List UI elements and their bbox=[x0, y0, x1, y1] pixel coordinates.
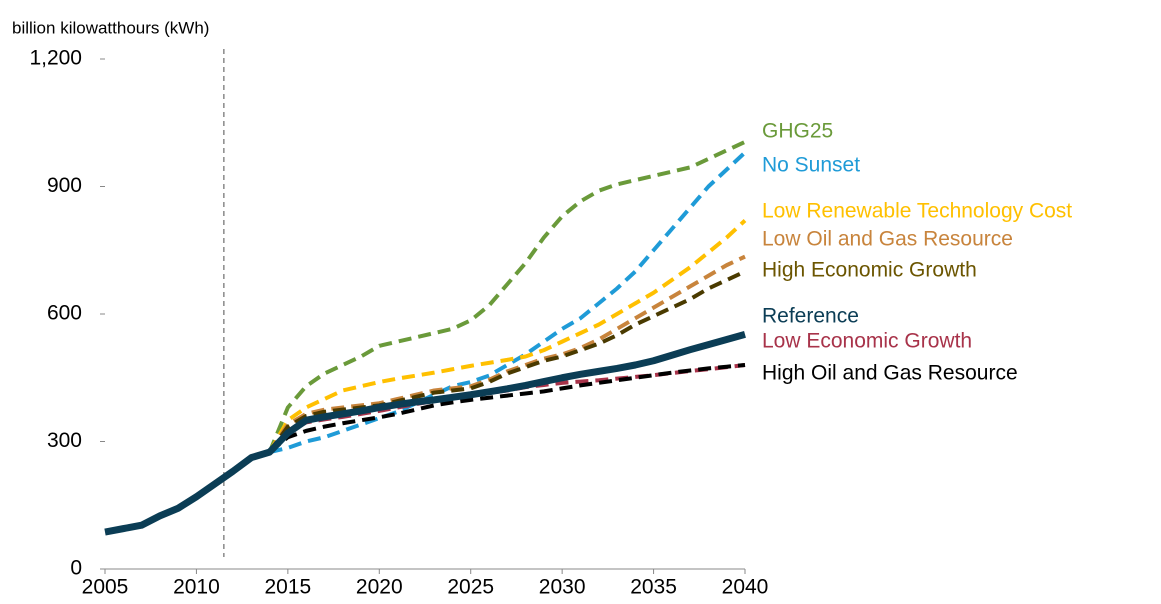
x-tick-label: 2020 bbox=[356, 576, 403, 599]
series-line bbox=[267, 269, 746, 454]
series-label: Low Economic Growth bbox=[762, 330, 972, 353]
series-label: High Oil and Gas Resource bbox=[762, 362, 1018, 385]
y-axis-label: billion kilowatthours (kWh) bbox=[12, 18, 209, 37]
x-tick-label: 2010 bbox=[173, 576, 220, 599]
y-tick-label: 1,200 bbox=[29, 47, 82, 70]
x-tick-label: 2015 bbox=[264, 576, 311, 599]
y-tick-label: 300 bbox=[47, 429, 82, 452]
series-label: High Economic Growth bbox=[762, 259, 977, 282]
series-line bbox=[267, 219, 747, 454]
x-tick-label: 2040 bbox=[722, 576, 769, 599]
series-line bbox=[267, 140, 746, 453]
series-line bbox=[268, 363, 746, 454]
series-line bbox=[104, 331, 746, 536]
x-tick-label: 2035 bbox=[630, 576, 677, 599]
x-tick-label: 2030 bbox=[539, 576, 586, 599]
series-label: Low Oil and Gas Resource bbox=[762, 228, 1013, 251]
series-label: GHG25 bbox=[762, 120, 833, 143]
y-tick-label: 600 bbox=[47, 302, 82, 325]
series-line bbox=[269, 151, 747, 455]
x-tick-label: 2025 bbox=[447, 576, 494, 599]
series-line bbox=[267, 254, 746, 454]
series-label: Low Renewable Technology Cost bbox=[762, 200, 1072, 223]
x-tick-label: 2005 bbox=[82, 576, 129, 599]
y-tick-label: 0 bbox=[70, 557, 82, 580]
series-label: Reference bbox=[762, 305, 859, 328]
y-tick-label: 900 bbox=[47, 174, 82, 197]
series-label: No Sunset bbox=[762, 154, 860, 177]
